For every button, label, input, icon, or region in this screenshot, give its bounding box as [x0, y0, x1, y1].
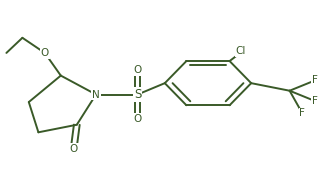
- Text: O: O: [133, 114, 142, 124]
- Text: F: F: [312, 75, 318, 85]
- Text: N: N: [92, 90, 100, 99]
- Text: O: O: [41, 48, 49, 58]
- Text: O: O: [133, 65, 142, 75]
- Text: F: F: [300, 108, 305, 118]
- Text: Cl: Cl: [236, 46, 246, 56]
- Text: F: F: [312, 96, 318, 106]
- Text: O: O: [69, 144, 78, 154]
- Text: S: S: [134, 88, 141, 101]
